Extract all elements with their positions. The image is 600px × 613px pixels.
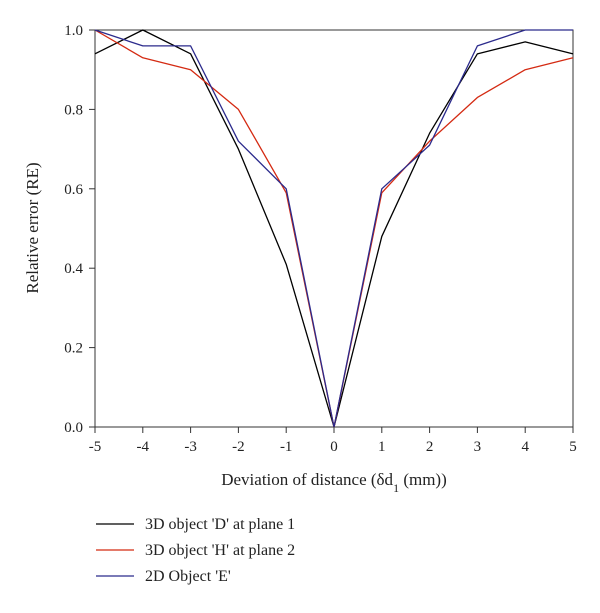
legend: 3D object 'D' at plane 1 3D object 'H' at… [96,516,295,585]
y-tick-label: 0.8 [64,102,83,118]
x-axis-label-subscript: 1 [393,481,399,495]
x-tick-label: 2 [426,439,434,455]
x-tick-label: 1 [378,439,386,455]
x-tick-label: -5 [89,439,102,455]
x-tick-label: 0 [330,439,338,455]
plot-frame [94,29,574,428]
y-tick-label: 0.6 [64,182,83,198]
x-tick-label: 4 [521,439,529,455]
y-tick-label: 0.4 [64,261,83,277]
x-tick-label: -1 [280,439,293,455]
x-axis-label-tail: (mm)) [399,470,447,489]
y-axis-label: Relative error (RE) [23,162,42,293]
series-line-2 [94,29,574,428]
x-tick-label: 5 [569,439,577,455]
y-tick-label: 0.2 [64,341,83,357]
legend-label-1: 3D object 'D' at plane 1 [145,516,295,533]
x-tick-label: -2 [232,439,245,455]
y-tick-label: 1.0 [64,23,83,39]
legend-label-3: 2D Object 'E' [145,568,231,585]
x-tick-label: -3 [184,439,197,455]
x-axis-label-main: Deviation of distance (δd [221,470,393,489]
x-tick-label: -4 [137,439,150,455]
plot-area [94,29,574,428]
legend-label-2: 3D object 'H' at plane 2 [145,542,295,559]
series-line-1 [94,29,574,428]
y-tick-label: 0.0 [64,420,83,436]
series-layer [94,29,574,428]
series-line-3 [94,29,573,428]
x-axis: -5 -4 -3 -2 -1 0 1 2 3 4 5 [89,427,577,455]
y-axis: 0.0 0.2 0.4 0.6 0.8 1.0 [64,23,95,436]
x-tick-label: 3 [474,439,482,455]
x-axis-label: Deviation of distance (δd1 (mm)) [221,470,447,495]
